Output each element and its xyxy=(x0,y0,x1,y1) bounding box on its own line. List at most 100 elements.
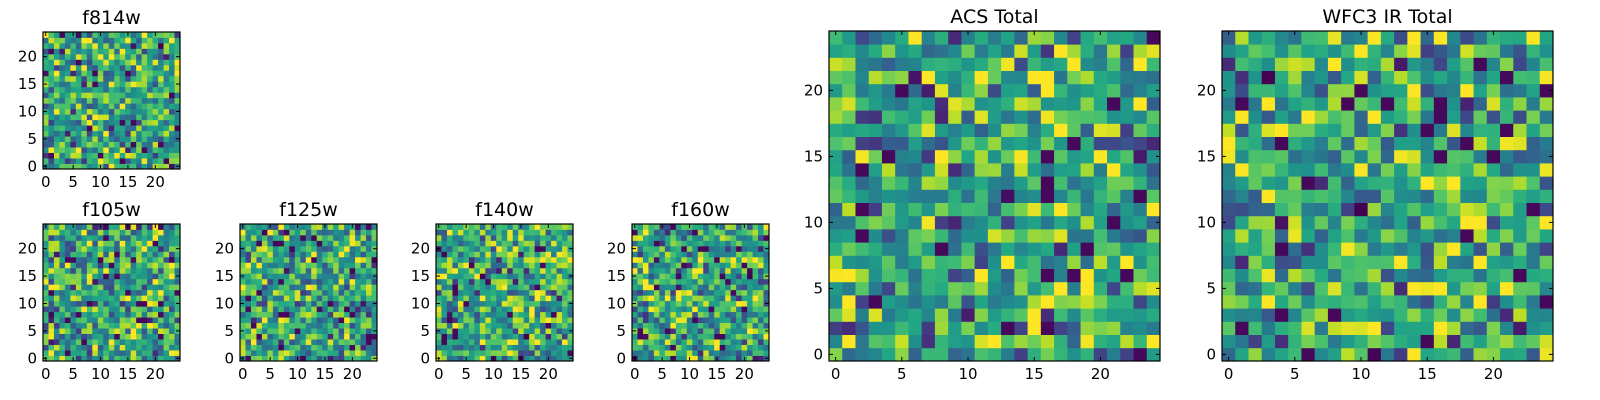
heatmap-cell xyxy=(1473,57,1488,71)
heatmap-cell xyxy=(881,308,896,322)
heatmap-cell xyxy=(333,234,340,241)
heatmap-cell xyxy=(474,267,481,274)
heatmap-cell xyxy=(496,234,503,241)
heatmap-cell xyxy=(562,355,568,362)
heatmap-cell xyxy=(747,306,753,313)
heatmap-cell xyxy=(81,306,88,313)
heatmap-cell xyxy=(736,224,742,230)
heatmap-cell xyxy=(272,355,279,362)
heatmap-cell xyxy=(736,240,742,247)
y-tick-label: 0 xyxy=(813,345,823,363)
heatmap-cell xyxy=(174,339,181,345)
heatmap-cell xyxy=(446,262,453,269)
heatmap-cell xyxy=(545,273,552,280)
heatmap-cell xyxy=(719,273,726,280)
heatmap-cell xyxy=(1327,295,1342,309)
heatmap-cell xyxy=(108,245,115,252)
heatmap-cell xyxy=(752,273,759,280)
heatmap-cell xyxy=(1288,83,1302,98)
heatmap-cell xyxy=(344,344,350,351)
heatmap-cell xyxy=(1235,347,1249,362)
heatmap-cell xyxy=(136,344,143,351)
heatmap-cell xyxy=(948,255,962,269)
heatmap-cell xyxy=(512,240,519,247)
heatmap-cell xyxy=(1222,176,1236,190)
heatmap-cell xyxy=(59,103,66,110)
heatmap-cell xyxy=(141,333,148,340)
heatmap-cell xyxy=(1274,31,1289,45)
heatmap-cell xyxy=(147,125,153,132)
heatmap-cell xyxy=(1367,215,1382,230)
heatmap-cell xyxy=(730,262,737,269)
heatmap-cell xyxy=(921,97,936,111)
heatmap-cell xyxy=(1301,308,1316,322)
heatmap-cell xyxy=(1248,176,1263,190)
heatmap-cell xyxy=(1473,281,1488,296)
heatmap-cell xyxy=(53,75,60,82)
heatmap-cell xyxy=(272,234,279,241)
heatmap-cell xyxy=(1407,295,1421,309)
heatmap-cell xyxy=(322,229,329,236)
heatmap-cell xyxy=(1014,57,1028,71)
heatmap-cell xyxy=(463,328,470,334)
heatmap-cell xyxy=(842,57,856,71)
heatmap-cell xyxy=(908,321,923,335)
heatmap-cell xyxy=(48,339,55,345)
heatmap-cell xyxy=(81,42,88,49)
heatmap-cell xyxy=(490,289,497,296)
heatmap-cell xyxy=(1288,242,1302,256)
heatmap-cell xyxy=(1380,229,1395,243)
heatmap-cell xyxy=(136,125,143,132)
heatmap-cell xyxy=(48,141,55,148)
heatmap-cell xyxy=(92,289,99,296)
heatmap-cell xyxy=(441,224,448,230)
heatmap-cell xyxy=(64,103,71,110)
heatmap-cell xyxy=(70,130,77,137)
heatmap-cell xyxy=(1261,295,1276,309)
heatmap-cell xyxy=(75,64,82,71)
heatmap-cell xyxy=(474,300,481,307)
heatmap-cell xyxy=(551,344,557,351)
heatmap-cell xyxy=(632,229,638,236)
heatmap-cell xyxy=(59,256,66,263)
heatmap-cell xyxy=(474,256,481,263)
heatmap-cell xyxy=(1460,308,1474,322)
heatmap-cell xyxy=(294,240,301,247)
heatmap-cell xyxy=(152,256,159,263)
heatmap-cell xyxy=(1235,110,1249,124)
heatmap-cell xyxy=(136,103,143,110)
heatmap-cell xyxy=(256,273,263,280)
heatmap-cell xyxy=(75,70,82,77)
heatmap-cell xyxy=(355,245,361,252)
heatmap-cell xyxy=(1314,202,1329,217)
heatmap-cell xyxy=(322,317,329,324)
heatmap-cell xyxy=(881,70,896,85)
heatmap-cell xyxy=(829,347,843,362)
heatmap-cell xyxy=(114,333,121,340)
heatmap-cell xyxy=(125,152,132,159)
heatmap-cell xyxy=(855,110,870,124)
panel-title: f814w xyxy=(82,7,141,29)
heatmap-cell xyxy=(1235,268,1249,283)
heatmap-cell xyxy=(1539,97,1554,111)
heatmap-cell xyxy=(518,278,525,285)
heatmap-cell xyxy=(344,322,350,329)
heatmap-cell xyxy=(103,267,110,274)
heatmap-cell xyxy=(75,152,82,159)
heatmap-cell xyxy=(349,344,356,351)
heatmap-cell xyxy=(349,240,356,247)
heatmap-cell xyxy=(125,119,132,126)
heatmap-cell xyxy=(86,295,93,302)
heatmap-cell xyxy=(70,339,77,345)
heatmap-cell xyxy=(474,339,481,345)
heatmap-cell xyxy=(294,273,301,280)
heatmap-cell xyxy=(829,229,843,243)
heatmap-cells xyxy=(436,224,574,362)
heatmap-cell xyxy=(97,273,104,280)
heatmap-cell xyxy=(174,103,181,110)
heatmap-cell xyxy=(556,284,563,291)
heatmap-cell xyxy=(81,273,88,280)
heatmap-cell xyxy=(436,339,442,345)
heatmap-cell xyxy=(316,350,323,356)
heatmap-cell xyxy=(648,295,655,302)
